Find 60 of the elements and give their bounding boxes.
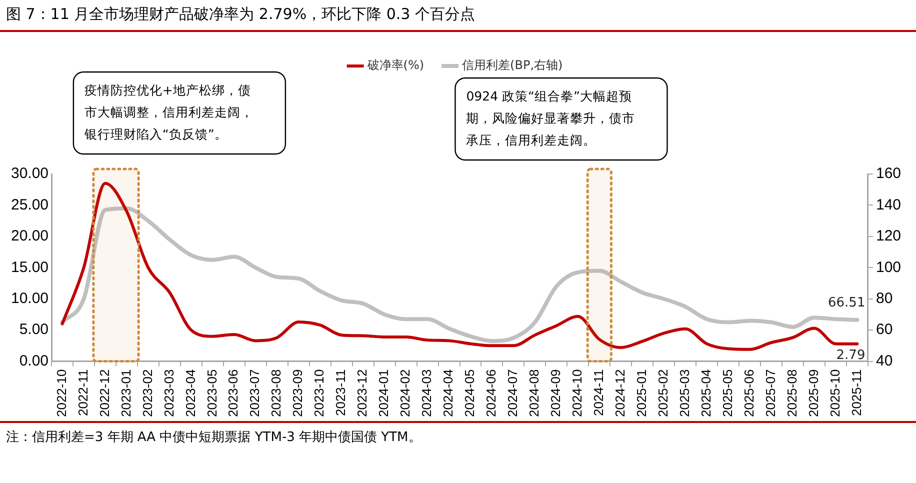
y-tick-label: 20.00 xyxy=(10,228,49,245)
x-tick-label: 2024-06 xyxy=(484,369,499,418)
x-tick-label: 2024-09 xyxy=(548,369,564,418)
y2-tick-label: 160 xyxy=(876,165,902,182)
x-tick-label: 2025-11 xyxy=(848,369,864,416)
x-tick-label: 2025-08 xyxy=(784,369,800,418)
x-tick-label: 2024-04 xyxy=(440,369,456,418)
x-tick-label: 2023-10 xyxy=(312,369,327,418)
x-tick-label: 2025-09 xyxy=(806,369,821,418)
x-tick-label: 2023-04 xyxy=(182,369,198,418)
y-tick-label: 5.00 xyxy=(19,321,49,338)
x-tick-label: 2025-07 xyxy=(762,369,778,418)
band-label: 疫情防控优化+地产松绑，债市大幅调整，信用利差走阔，银行理财陷入“负反馈”。 xyxy=(83,82,254,142)
y2-tick-label: 40 xyxy=(876,352,893,370)
chart-title: 图 7：11 月全市场理财产品破净率为 2.79%，环比下降 0.3 个百分点 xyxy=(6,5,475,24)
x-tick-label: 2024-12 xyxy=(612,369,628,418)
x-tick-label: 2023-09 xyxy=(290,369,306,418)
x-tick-label: 2023-12 xyxy=(354,369,370,418)
x-tick-label: 2025-05 xyxy=(720,369,735,418)
x-tick-label: 2024-10 xyxy=(570,369,584,418)
y-tick-label: 15.00 xyxy=(10,258,49,276)
x-tick-label: 2024-02 xyxy=(398,369,413,418)
y-tick-label: 30.00 xyxy=(10,165,49,182)
x-tick-label: 2025-06 xyxy=(741,369,756,418)
x-tick-label: 2023-02 xyxy=(140,369,155,418)
x-tick-label: 2023-11 xyxy=(333,369,348,416)
x-tick-label: 2025-02 xyxy=(655,369,670,418)
x-tick-label: 2023-06 xyxy=(226,369,241,418)
x-tick-label: 2023-01 xyxy=(118,369,134,418)
x-tick-label: 2025-04 xyxy=(698,369,714,418)
x-tick-label: 2024-07 xyxy=(505,369,520,418)
y2-tick-label: 120 xyxy=(876,228,902,245)
band-label: 0924 政策“组合拳”大幅超预期，风险偏好显著攀升，债市承压，信用利差走阔。 xyxy=(466,88,636,148)
y-tick-label: 0.00 xyxy=(19,352,49,370)
y2-tick-label: 140 xyxy=(876,196,902,214)
x-tick-label: 2025-03 xyxy=(676,369,692,418)
legend-label: 信用利差(BP,右轴) xyxy=(462,58,563,72)
y-tick-label: 25.00 xyxy=(10,196,49,214)
data-label: 2.79 xyxy=(836,348,866,364)
x-tick-label: 2023-08 xyxy=(268,369,284,418)
x-tick-label: 2023-03 xyxy=(161,369,176,418)
x-tick-label: 2024-03 xyxy=(419,369,434,418)
x-tick-label: 2023-07 xyxy=(247,369,262,418)
y-tick-label: 10.00 xyxy=(10,290,49,307)
x-tick-label: 2022-11 xyxy=(75,369,90,416)
y2-tick-label: 100 xyxy=(876,258,902,276)
x-tick-label: 2024-08 xyxy=(526,369,542,418)
y2-tick-label: 80 xyxy=(876,290,893,307)
legend-label: 破净率(%) xyxy=(366,58,424,72)
x-tick-label: 2025-10 xyxy=(827,369,842,418)
text: 注：信用利差=3 年期 AA 中债中短期票据 YTM-3 年期中债国债 YTM。 xyxy=(6,429,422,446)
x-tick-label: 2024-01 xyxy=(376,369,392,418)
x-tick-label: 2024-11 xyxy=(590,369,606,416)
x-tick-label: 2024-05 xyxy=(462,369,478,418)
y2-tick-label: 60 xyxy=(876,321,893,338)
x-tick-label: 2022-12 xyxy=(96,369,112,418)
x-tick-label: 2025-01 xyxy=(634,369,649,418)
x-tick-label: 2022-10 xyxy=(54,369,69,418)
x-tick-label: 2023-05 xyxy=(204,369,220,418)
data-label: 66.51 xyxy=(828,295,866,310)
